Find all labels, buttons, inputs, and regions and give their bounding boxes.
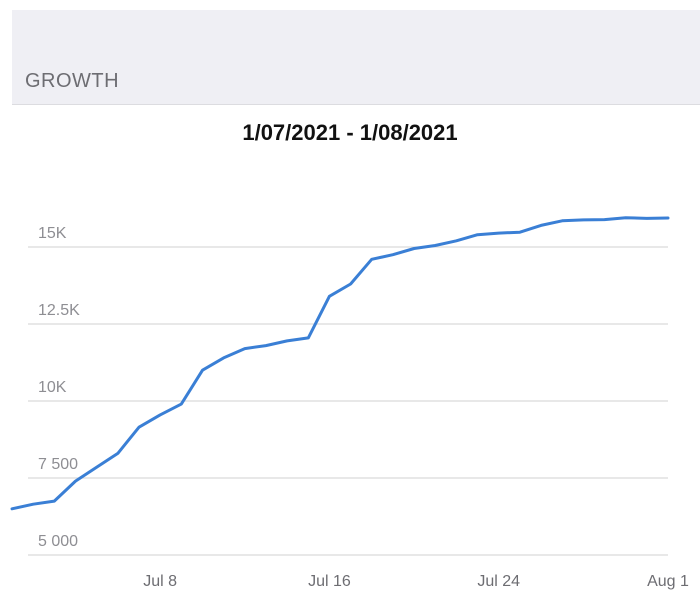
x-axis-labels: Jul 8 Jul 16 Jul 24 Aug 1 xyxy=(143,573,689,590)
y-tick-label: 7 500 xyxy=(38,456,78,473)
x-tick-label: Aug 1 xyxy=(647,573,689,590)
top-spacer xyxy=(0,0,700,10)
section-title: GROWTH xyxy=(25,70,120,92)
section-header xyxy=(12,10,700,105)
x-tick-label: Jul 24 xyxy=(477,573,520,590)
chart-title: 1/07/2021 - 1/08/2021 xyxy=(242,120,458,145)
y-axis-labels: 5 000 7 500 10K 12.5K 15K xyxy=(38,225,80,550)
x-tick-label: Jul 16 xyxy=(308,573,351,590)
y-tick-label: 15K xyxy=(38,225,67,242)
series-layer xyxy=(10,216,670,511)
y-tick-label: 5 000 xyxy=(38,533,78,550)
grid-layer xyxy=(28,246,668,556)
x-tick-label: Jul 8 xyxy=(143,573,177,590)
series-line-0 xyxy=(10,216,670,511)
y-tick-label: 10K xyxy=(38,379,67,396)
y-tick-label: 12.5K xyxy=(38,302,80,319)
